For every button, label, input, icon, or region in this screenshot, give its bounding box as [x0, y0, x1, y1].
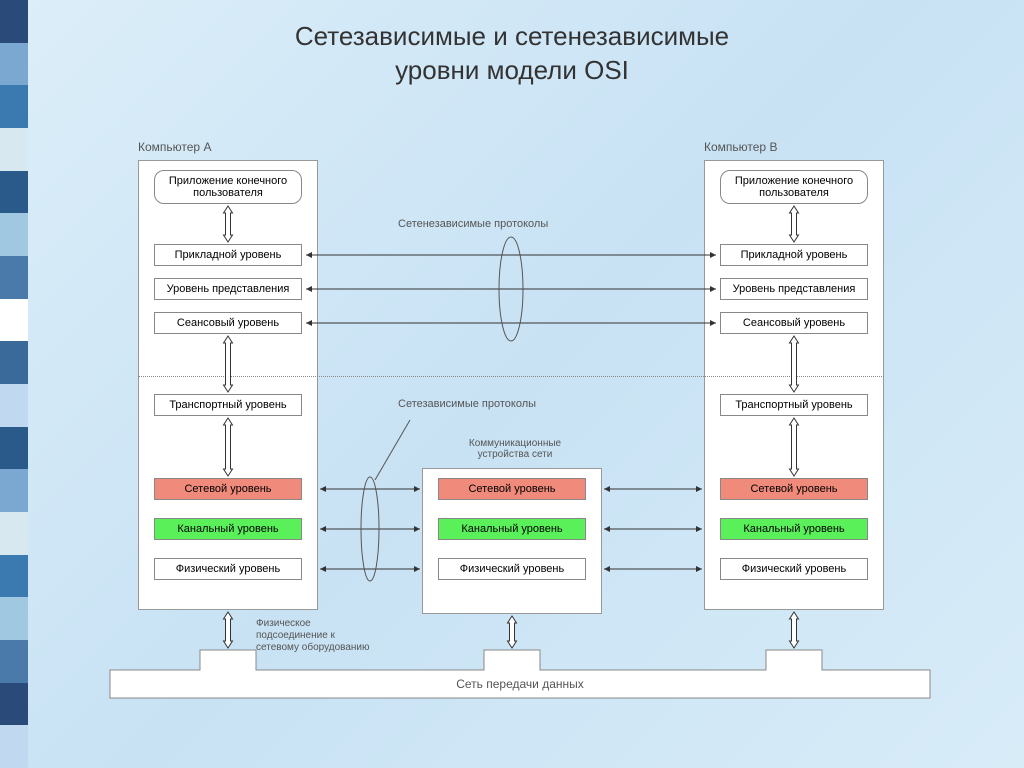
- title-line-2: уровни модели OSI: [0, 54, 1024, 88]
- box-a-end-user-app: Приложение конечного пользователя: [154, 170, 302, 204]
- box-b-network: Сетевой уровень: [720, 478, 868, 500]
- label-comm-devices: Коммуникационные устройства сети: [450, 438, 580, 460]
- label-physical-conn: Физическое подсоединение к сетевому обор…: [256, 618, 376, 654]
- box-a-datalink: Канальный уровень: [154, 518, 302, 540]
- label-computer-a: Компьютер А: [138, 140, 211, 154]
- box-m-datalink: Канальный уровень: [438, 518, 586, 540]
- title-line-1: Сетезависимые и сетенезависимые: [0, 20, 1024, 54]
- decorative-stripes: [0, 0, 28, 768]
- dotted-separator: [138, 376, 884, 377]
- box-a-presentation: Уровень представления: [154, 278, 302, 300]
- box-b-presentation: Уровень представления: [720, 278, 868, 300]
- box-a-transport: Транспортный уровень: [154, 394, 302, 416]
- box-b-application: Прикладной уровень: [720, 244, 868, 266]
- box-a-physical: Физический уровень: [154, 558, 302, 580]
- box-b-datalink: Канальный уровень: [720, 518, 868, 540]
- box-b-physical: Физический уровень: [720, 558, 868, 580]
- label-independent: Сетенезависимые протоколы: [398, 218, 548, 230]
- page-title: Сетезависимые и сетенезависимые уровни м…: [0, 20, 1024, 88]
- box-a-application: Прикладной уровень: [154, 244, 302, 266]
- box-m-network: Сетевой уровень: [438, 478, 586, 500]
- column-b: [704, 160, 884, 610]
- box-a-network: Сетевой уровень: [154, 478, 302, 500]
- box-b-end-user-app: Приложение конечного пользователя: [720, 170, 868, 204]
- box-b-transport: Транспортный уровень: [720, 394, 868, 416]
- box-b-session: Сеансовый уровень: [720, 312, 868, 334]
- box-m-physical: Физический уровень: [438, 558, 586, 580]
- label-computer-b: Компьютер В: [704, 140, 777, 154]
- label-dependent: Сетезависимые протоколы: [398, 398, 536, 410]
- column-a: [138, 160, 318, 610]
- box-a-session: Сеансовый уровень: [154, 312, 302, 334]
